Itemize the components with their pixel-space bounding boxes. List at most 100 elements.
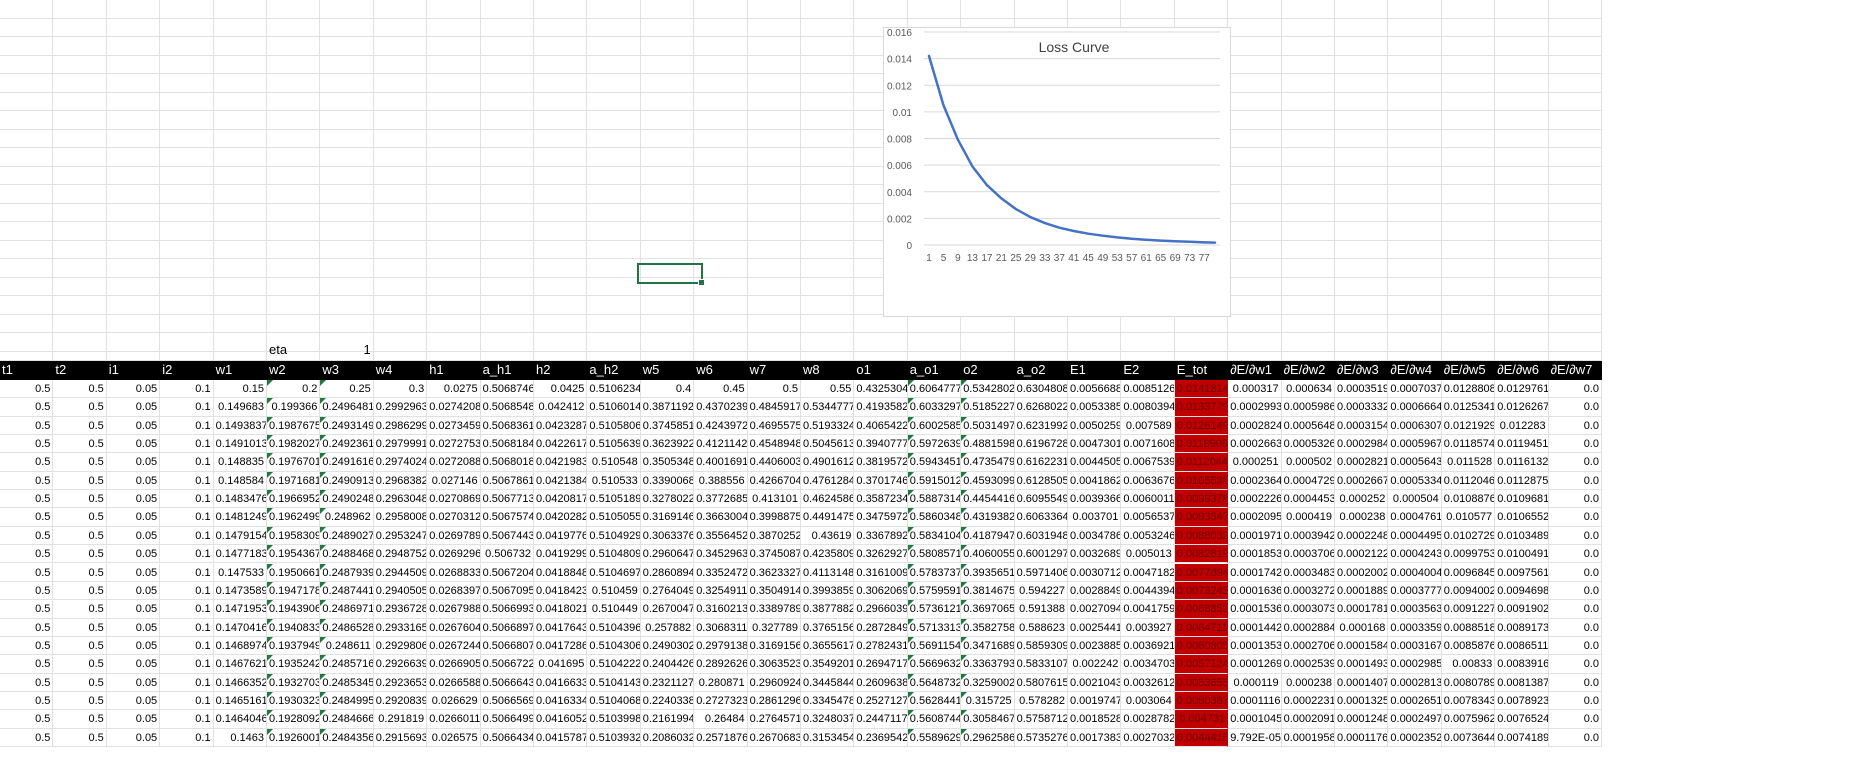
data-cell[interactable]: 0.2764571 xyxy=(747,710,801,729)
data-cell[interactable]: 0.0002993 xyxy=(1228,398,1282,417)
data-cell[interactable]: 0.000502 xyxy=(1281,453,1335,472)
empty-cell[interactable] xyxy=(747,314,801,333)
data-cell[interactable]: 0.2485716 xyxy=(320,655,374,674)
data-cell[interactable]: 0.45 xyxy=(694,380,748,399)
data-cell[interactable]: 0.1 xyxy=(160,581,214,601)
data-cell[interactable]: 0.5105639 xyxy=(587,435,641,454)
data-cell[interactable]: 0.0002226 xyxy=(1228,490,1282,509)
data-cell[interactable]: 0.0270312 xyxy=(427,508,481,527)
empty-cell[interactable] xyxy=(53,342,107,361)
data-cell[interactable]: 0.0418021 xyxy=(534,600,588,619)
data-cell[interactable]: 0.3814675 xyxy=(961,581,1015,601)
data-cell[interactable]: 0.0086511 xyxy=(1495,636,1549,656)
data-cell[interactable]: 0.0053246 xyxy=(1121,526,1175,546)
empty-cell[interactable] xyxy=(1388,342,1442,361)
empty-cell[interactable] xyxy=(213,18,267,37)
empty-cell[interactable] xyxy=(694,18,748,37)
data-cell[interactable]: 0.0002364 xyxy=(1228,471,1282,491)
data-cell[interactable]: 0.000238 xyxy=(1335,508,1389,527)
empty-cell[interactable] xyxy=(160,277,214,296)
data-cell[interactable]: 0.5185227 xyxy=(961,398,1015,417)
data-cell[interactable]: 0.3278022 xyxy=(640,490,695,509)
data-cell[interactable]: 0.5 xyxy=(0,508,54,527)
column-header[interactable]: ∂E/∂w5 xyxy=(1441,361,1496,380)
data-cell[interactable]: 0.0421384 xyxy=(534,471,588,491)
data-cell[interactable]: 0.5104068 xyxy=(587,691,641,711)
empty-cell[interactable] xyxy=(1281,74,1335,93)
empty-cell[interactable] xyxy=(747,74,801,93)
data-cell[interactable]: 0.0001781 xyxy=(1335,600,1389,619)
empty-cell[interactable] xyxy=(427,92,481,111)
empty-cell[interactable] xyxy=(1495,222,1549,241)
empty-cell[interactable] xyxy=(640,314,695,333)
data-cell[interactable]: 0.2487939 xyxy=(320,563,374,582)
column-header[interactable]: E_tot xyxy=(1174,361,1229,380)
data-cell[interactable]: 0.0001407 xyxy=(1335,673,1389,692)
data-cell[interactable]: 0.5068018 xyxy=(480,453,534,472)
data-cell[interactable]: 0.5104396 xyxy=(587,618,641,637)
data-cell[interactable]: 0.1466352 xyxy=(213,673,267,692)
empty-cell[interactable] xyxy=(854,342,908,361)
empty-cell[interactable] xyxy=(1335,148,1389,167)
data-cell[interactable]: 0.1481249 xyxy=(213,508,267,527)
data-cell[interactable]: 0.1 xyxy=(160,490,214,509)
data-cell[interactable]: 0.0 xyxy=(1548,581,1602,601)
data-cell[interactable]: 0.4761284 xyxy=(801,471,855,491)
empty-cell[interactable] xyxy=(480,111,534,130)
empty-cell[interactable] xyxy=(267,92,321,111)
empty-cell[interactable] xyxy=(1281,342,1335,361)
empty-cell[interactable] xyxy=(1388,18,1442,37)
data-cell[interactable]: 0.3556452 xyxy=(694,526,748,546)
empty-cell[interactable] xyxy=(1228,37,1282,56)
empty-cell[interactable] xyxy=(160,74,214,93)
e-tot-cell[interactable]: 0.0053655 xyxy=(1174,673,1229,692)
data-cell[interactable]: 0.0053385 xyxy=(1068,398,1122,417)
data-cell[interactable]: 0.0 xyxy=(1548,636,1602,656)
data-cell[interactable]: 0.147533 xyxy=(213,563,267,582)
empty-cell[interactable] xyxy=(801,111,855,130)
data-cell[interactable]: 0.0056688 xyxy=(1068,380,1122,399)
empty-cell[interactable] xyxy=(1495,166,1549,185)
empty-cell[interactable] xyxy=(0,296,54,315)
data-cell[interactable]: 0.5066643 xyxy=(480,673,534,692)
data-cell[interactable]: 0.011528 xyxy=(1441,453,1496,472)
empty-cell[interactable] xyxy=(1335,74,1389,93)
empty-cell[interactable] xyxy=(907,0,962,19)
empty-cell[interactable] xyxy=(801,277,855,296)
empty-cell[interactable] xyxy=(640,129,695,148)
data-cell[interactable]: 0.5834104 xyxy=(907,526,962,546)
data-cell[interactable]: 0.05 xyxy=(106,636,161,656)
data-cell[interactable]: 0.2488468 xyxy=(320,545,374,564)
data-cell[interactable]: 0.000419 xyxy=(1281,508,1335,527)
empty-cell[interactable] xyxy=(213,148,267,167)
empty-cell[interactable] xyxy=(587,0,641,19)
data-cell[interactable]: 0.0 xyxy=(1548,618,1602,637)
data-cell[interactable]: 0.012283 xyxy=(1495,416,1549,436)
data-cell[interactable]: 0.1926001 xyxy=(267,728,321,747)
empty-cell[interactable] xyxy=(160,0,214,19)
data-cell[interactable]: 0.0094698 xyxy=(1495,581,1549,601)
data-cell[interactable]: 0.5 xyxy=(53,398,107,417)
data-cell[interactable]: 0.3068311 xyxy=(694,618,748,637)
empty-cell[interactable] xyxy=(1388,0,1442,19)
empty-cell[interactable] xyxy=(1281,111,1335,130)
data-cell[interactable]: 0.0 xyxy=(1548,600,1602,619)
column-header[interactable]: ∂E/∂w1 xyxy=(1228,361,1282,380)
empty-cell[interactable] xyxy=(534,129,588,148)
data-cell[interactable]: 0.2484995 xyxy=(320,691,374,711)
empty-cell[interactable] xyxy=(1281,185,1335,204)
empty-cell[interactable] xyxy=(106,148,161,167)
data-cell[interactable]: 0.0002497 xyxy=(1388,710,1442,729)
data-cell[interactable]: 0.0002667 xyxy=(1335,471,1389,491)
column-header[interactable]: h1 xyxy=(427,361,481,380)
empty-cell[interactable] xyxy=(587,342,641,361)
data-cell[interactable]: 0.000251 xyxy=(1228,453,1282,472)
data-cell[interactable]: 0.3160213 xyxy=(694,600,748,619)
empty-cell[interactable] xyxy=(427,203,481,222)
empty-cell[interactable] xyxy=(106,240,161,259)
data-cell[interactable]: 0.0073644 xyxy=(1441,728,1496,747)
data-cell[interactable]: 0.5 xyxy=(53,581,107,601)
empty-cell[interactable] xyxy=(53,296,107,315)
empty-cell[interactable] xyxy=(801,148,855,167)
data-cell[interactable]: 0.0075962 xyxy=(1441,710,1496,729)
